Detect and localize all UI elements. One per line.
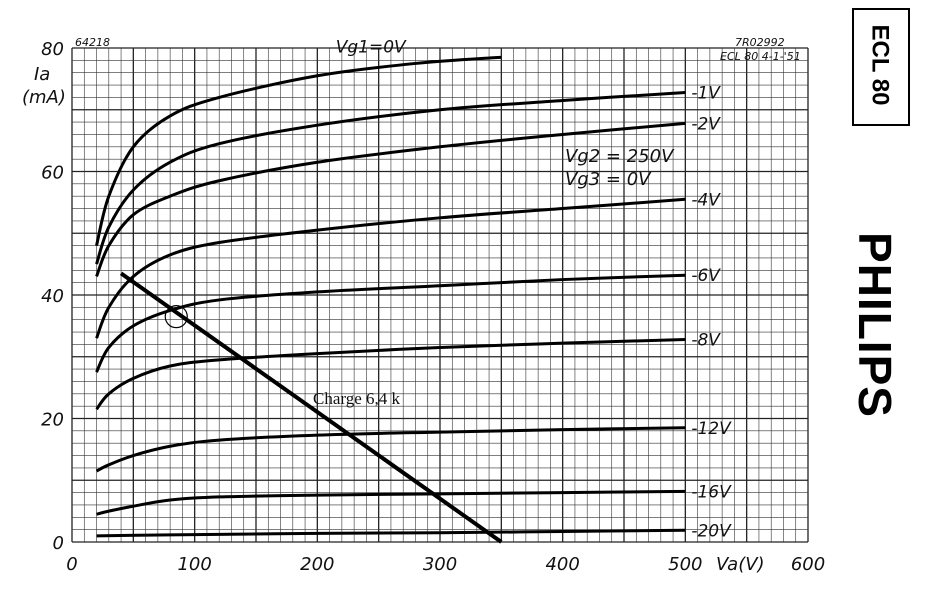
series-label: -16V [691,482,732,502]
x-tick-label: 600 [791,554,825,575]
y-axis-symbol: Ia [34,64,50,85]
series-label: -20V [691,521,732,541]
series-line [95,197,686,339]
series-label: -2V [691,114,721,134]
series-label: -6V [691,266,721,286]
series-line [95,426,686,473]
x-tick-label: 100 [177,554,211,575]
y-tick-label: 0 [53,533,64,554]
doc-ref: 7R02992 [735,36,785,49]
maker-logo: PHILIPS [820,210,930,440]
model-box [852,8,910,126]
series-line [95,55,502,246]
series-label: -1V [691,83,721,103]
y-tick-label: 20 [41,410,64,431]
series-label: -4V [691,190,721,210]
doc-date: ECL 80 4-1-'51 [720,50,801,63]
series-line [95,121,686,278]
series-line [96,528,686,538]
series-label: -8V [691,330,721,350]
y-axis-unit: (mA) [22,87,66,108]
chart-grid [71,47,809,543]
series-line [95,337,686,411]
curve-labels: Vg1=0V -1V -2V -4V -6V -8V -12V -16V -20V [336,37,732,541]
model-name: ECL 80 [852,8,906,122]
x-tick-label: 500 [668,554,702,575]
x-axis-label: Va(V) [716,554,765,575]
load-line-label: Charge 6,4 k [313,389,401,408]
series-label: -12V [691,419,732,439]
anode-current-curves [95,55,686,544]
series-line [96,489,686,516]
series-line [95,273,686,373]
series-label: Vg1=0V [336,37,407,57]
y-tick-label: 60 [41,163,64,184]
load-line [119,271,503,544]
condition-vg3: Vg3 = 0V [565,169,652,190]
maker-name-text: PHILIPS [849,232,901,418]
x-tick-label: 0 [66,554,77,575]
y-tick-label: 80 [41,39,64,60]
y-tick-label: 40 [41,286,64,307]
axis-ticks: 0 100 200 300 400 500 600 0 20 40 60 80 [41,39,825,575]
series-line [95,90,686,265]
operating-point-marker [164,305,188,329]
model-name-text: ECL 80 [866,24,893,106]
figure-id: 64218 [75,36,110,49]
x-tick-label: 200 [300,554,334,575]
x-tick-label: 300 [423,554,457,575]
x-tick-label: 400 [545,554,579,575]
condition-vg2: Vg2 = 250V [565,146,675,167]
